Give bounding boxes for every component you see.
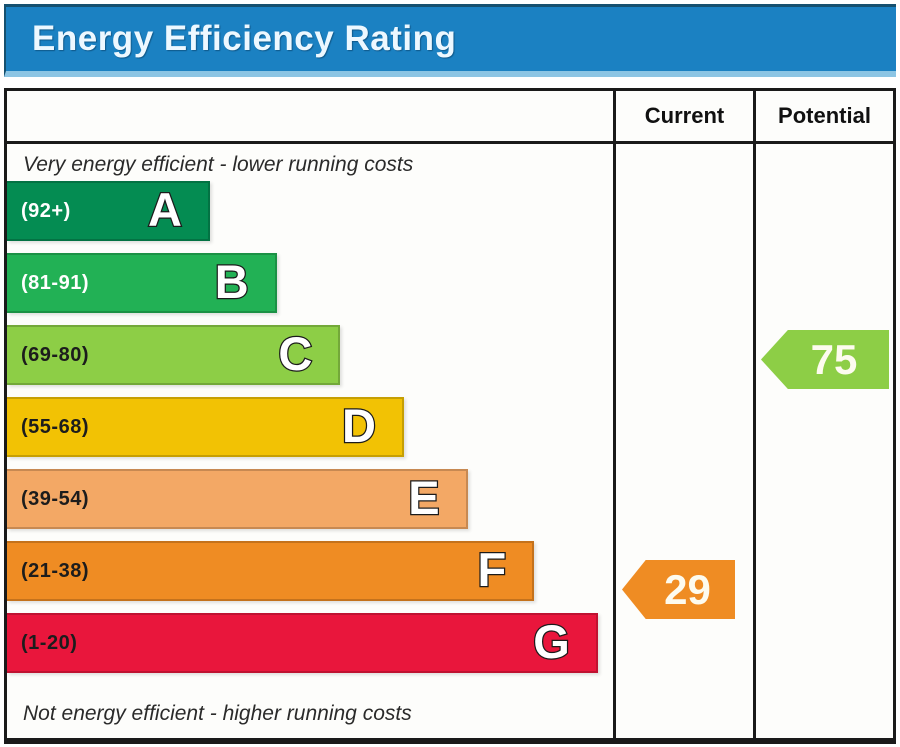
potential-rating-arrow: 75 bbox=[761, 330, 889, 389]
bottom-note: Not energy efficient - higher running co… bbox=[23, 702, 412, 725]
band-e-range: (39-54) bbox=[21, 487, 89, 510]
energy-rating-chart: Current Potential Very energy efficient … bbox=[4, 88, 896, 744]
page-title: Energy Efficiency Rating bbox=[32, 19, 457, 58]
title-bar: Energy Efficiency Rating bbox=[4, 4, 896, 77]
band-b-letter: B bbox=[213, 255, 249, 309]
current-rating-value: 29 bbox=[664, 565, 711, 613]
band-b-range: (81-91) bbox=[21, 271, 89, 294]
band-b: (81-91) B bbox=[7, 253, 277, 313]
potential-rating-column: 75 bbox=[753, 144, 893, 738]
table-body: Very energy efficient - lower running co… bbox=[7, 144, 893, 738]
band-d: (55-68) D bbox=[7, 397, 404, 457]
potential-rating-value: 75 bbox=[810, 335, 858, 383]
band-f-letter: F bbox=[476, 543, 507, 597]
band-e-letter: E bbox=[407, 471, 441, 525]
band-d-range: (55-68) bbox=[21, 415, 89, 438]
band-a-letter: A bbox=[147, 183, 183, 237]
band-f-range: (21-38) bbox=[21, 559, 89, 582]
band-e: (39-54) E bbox=[7, 469, 468, 529]
band-g-letter: G bbox=[532, 615, 571, 669]
band-list: (92+) A (81-91) B (69-80) C (55-68) D bbox=[7, 181, 613, 673]
table-header-row: Current Potential bbox=[7, 91, 893, 144]
band-a: (92+) A bbox=[7, 181, 210, 241]
band-f: (21-38) F bbox=[7, 541, 535, 601]
band-c-range: (69-80) bbox=[21, 343, 89, 366]
band-g-range: (1-20) bbox=[21, 631, 78, 654]
current-rating-column: 29 bbox=[613, 144, 753, 738]
band-g: (1-20) G bbox=[7, 613, 598, 673]
band-c: (69-80) C bbox=[7, 325, 341, 385]
top-note: Very energy efficient - lower running co… bbox=[23, 153, 414, 176]
header-spacer bbox=[7, 91, 613, 141]
band-d-letter: D bbox=[341, 399, 377, 453]
current-rating-arrow: 29 bbox=[622, 560, 735, 619]
column-header-current: Current bbox=[613, 91, 753, 141]
band-scale-column: Very energy efficient - lower running co… bbox=[7, 144, 613, 738]
band-c-letter: C bbox=[277, 327, 313, 381]
column-header-potential: Potential bbox=[753, 91, 893, 141]
band-a-range: (92+) bbox=[21, 199, 71, 222]
